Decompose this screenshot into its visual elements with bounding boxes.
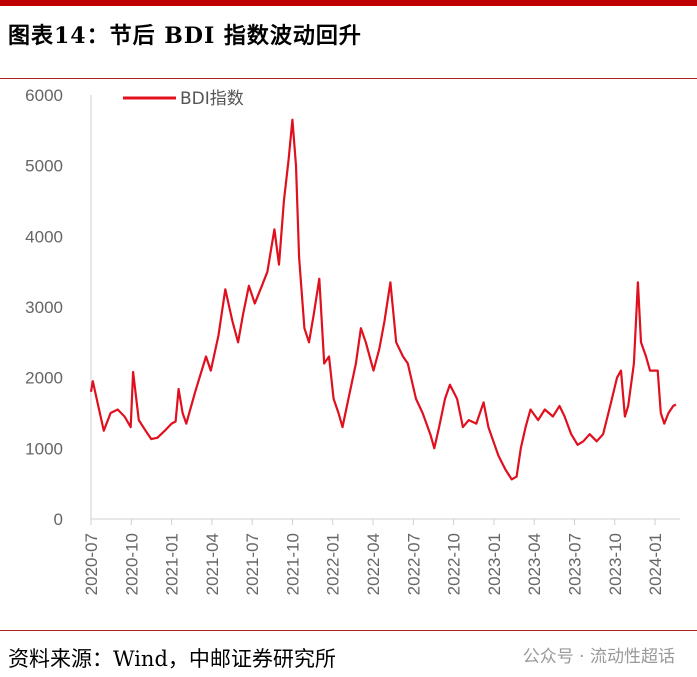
bdi-series-line <box>89 118 677 481</box>
x-tick-label: 2021-04 <box>203 533 222 595</box>
y-tick-label: 6000 <box>25 86 63 105</box>
title-divider <box>0 78 697 79</box>
x-tick-label: 2021-10 <box>283 533 302 595</box>
figure-title: 图表14：节后 BDI 指数波动回升 <box>8 23 362 49</box>
legend: BDI指数 <box>123 89 244 109</box>
x-tick-label: 2020-07 <box>82 533 101 595</box>
x-tick-label: 2023-07 <box>565 533 584 595</box>
y-tick-label: 3000 <box>25 298 63 317</box>
x-tick-label: 2020-10 <box>122 533 141 595</box>
x-tick-label: 2022-01 <box>324 533 343 595</box>
x-tick-label: 2024-01 <box>646 533 665 595</box>
y-tick-label: 5000 <box>25 157 63 176</box>
x-tick-label: 2023-10 <box>606 533 625 595</box>
bdi-line-chart: 0 1000 2000 3000 4000 5000 6000 2020-07 2020-10… <box>25 86 680 595</box>
y-tick-label: 1000 <box>25 439 63 458</box>
x-tick-label: 2022-10 <box>445 533 464 595</box>
x-tick-label: 2022-07 <box>404 533 423 595</box>
top-accent-bar <box>0 0 697 6</box>
x-tick-label: 2021-07 <box>243 533 262 595</box>
x-tick-label: 2023-01 <box>485 533 504 595</box>
y-tick-label: 0 <box>54 510 63 529</box>
y-tick-label: 2000 <box>25 369 63 388</box>
source-note: 资料来源：Wind，中邮证券研究所 <box>8 647 336 671</box>
x-axis: 2020-07 2020-10 2021-01 2021-04 2021-07 2021-… <box>82 518 680 595</box>
y-axis: 0 1000 2000 3000 4000 5000 6000 <box>25 86 92 529</box>
x-tick-label: 2021-01 <box>163 533 182 595</box>
y-tick-label: 4000 <box>25 227 63 246</box>
source-divider <box>0 630 697 631</box>
x-tick-label: 2023-04 <box>525 533 544 595</box>
legend-label: BDI指数 <box>180 89 244 109</box>
watermark: 公众号 · 流动性超话 <box>522 647 675 667</box>
x-tick-label: 2022-04 <box>364 533 383 595</box>
